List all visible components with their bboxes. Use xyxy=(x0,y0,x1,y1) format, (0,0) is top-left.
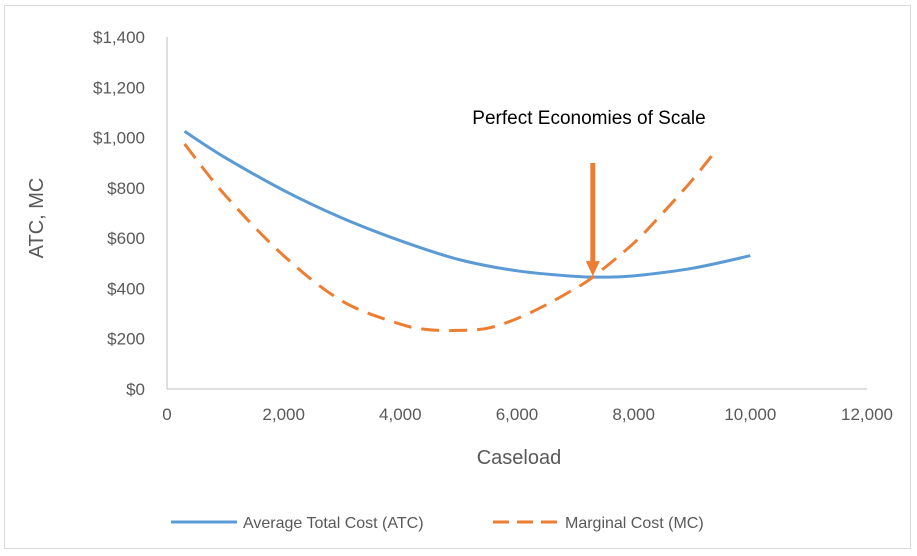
x-tick-label: 10,000 xyxy=(724,405,776,424)
x-tick-label: 12,000 xyxy=(841,405,893,424)
annotation-layer: Perfect Economies of Scale xyxy=(472,108,706,277)
y-tick-label: $600 xyxy=(107,229,145,248)
chart-svg: $0 $200 $400 $600 $800 $1,000 $1,200 $1,400 0 2,0… xyxy=(26,28,893,532)
annotation-label: Perfect Economies of Scale xyxy=(472,108,705,129)
x-tick-label: 0 xyxy=(162,405,171,424)
legend-mc-label: Marginal Cost (MC) xyxy=(565,515,704,532)
x-tick-label: 8,000 xyxy=(612,405,655,424)
legend-atc-label: Average Total Cost (ATC) xyxy=(243,515,424,532)
y-tick-label: $0 xyxy=(126,380,145,399)
y-tick-label: $400 xyxy=(107,279,145,298)
tick-layer: $0 $200 $400 $600 $800 $1,000 $1,200 $1,400 0 2,0… xyxy=(93,28,893,424)
y-tick-label: $800 xyxy=(107,179,145,198)
x-axis-title: Caseload xyxy=(477,447,562,469)
y-tick-label: $1,200 xyxy=(93,78,145,97)
x-tick-label: 2,000 xyxy=(262,405,305,424)
y-tick-label: $1,000 xyxy=(93,129,145,148)
series-atc-line xyxy=(183,130,751,279)
y-tick-label: $1,400 xyxy=(93,28,145,47)
legend: Average Total Cost (ATC) Marginal Cost (… xyxy=(171,515,704,532)
chart-frame: $0 $200 $400 $600 $800 $1,000 $1,200 $1,400 0 2,0… xyxy=(4,5,911,549)
series-mc-line xyxy=(183,142,717,333)
axes-layer xyxy=(166,37,867,390)
annotation-arrow-head xyxy=(585,261,600,277)
y-tick-label: $200 xyxy=(107,330,145,349)
series-layer xyxy=(183,130,751,333)
x-tick-label: 4,000 xyxy=(379,405,422,424)
x-tick-label: 6,000 xyxy=(496,405,539,424)
y-axis-title: ATC, MC xyxy=(26,178,48,259)
